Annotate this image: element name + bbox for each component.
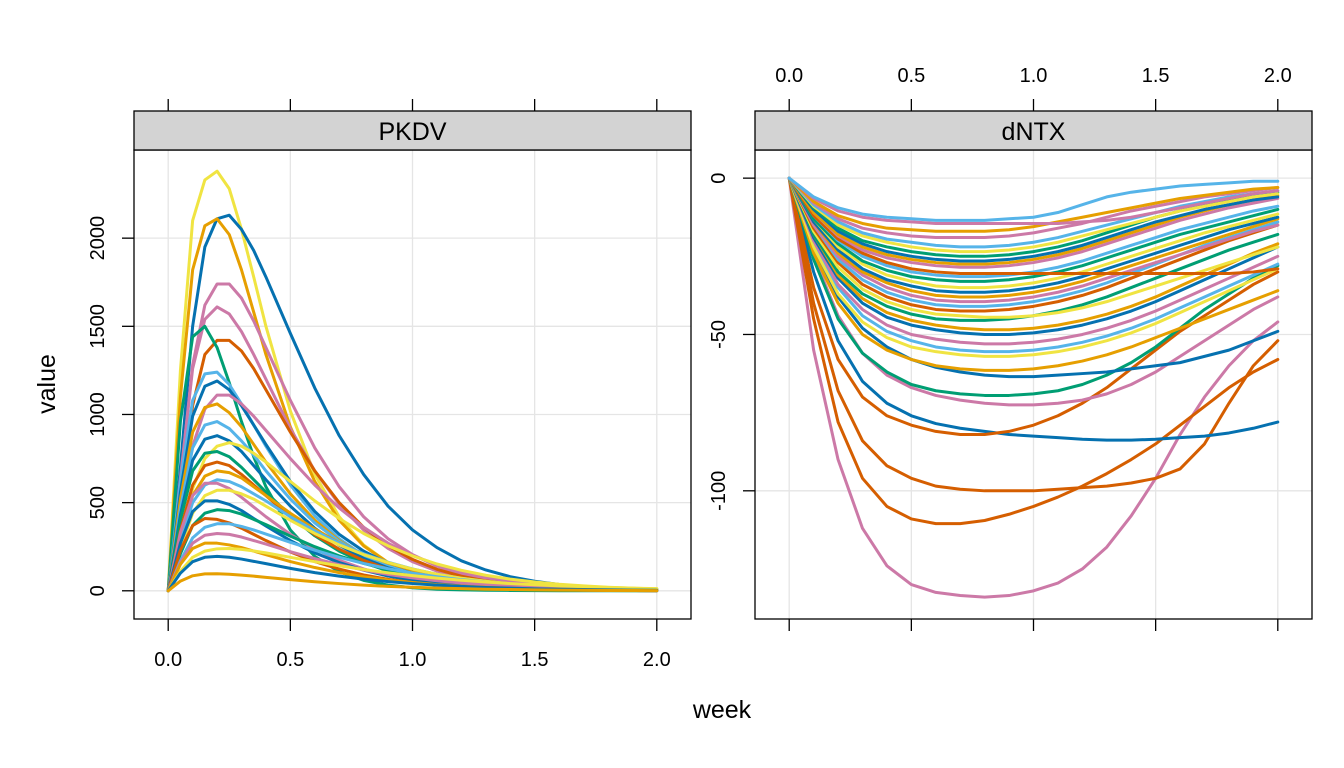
series-line-20	[787, 176, 1280, 299]
series-line-2	[787, 176, 1280, 526]
series-line-23	[787, 176, 1280, 283]
series-line-27	[787, 176, 1280, 266]
series-line-31	[787, 176, 1280, 249]
y-axis-title: value	[33, 354, 61, 414]
x-tick-label: 0.0	[775, 65, 803, 87]
series-line-17	[787, 176, 1280, 313]
x-axis: 0.0 0.5 1.0 1.5 2.0	[775, 65, 1292, 631]
strip-label: dNTX	[1002, 118, 1066, 146]
series-line-1	[787, 176, 1280, 599]
y-tick-label: 0	[87, 585, 109, 596]
series-group	[166, 169, 659, 593]
x-axis: 0.0 0.5 1.0 1.5 2.0	[154, 99, 671, 671]
x-tick-label: 0.5	[897, 65, 925, 87]
series-line-7	[787, 176, 1280, 397]
y-tick-label: 500	[87, 486, 109, 519]
panel-pkdv: PKDV 0 500 1000 1500 2000 0.0 0.5 1.0 1.5 2.0	[87, 99, 692, 671]
series-line-8	[787, 176, 1280, 379]
strip-pkdv	[133, 110, 692, 151]
x-tick-label: 1.5	[1142, 65, 1170, 87]
x-tick-label: 0.5	[276, 649, 304, 671]
panel-dntx: dNTX 0 -50 -100 0.0 0.5 1.0 1.5 2.0	[708, 65, 1313, 631]
series-line-22	[787, 176, 1280, 290]
series-line-14	[787, 176, 1280, 332]
series-line-35	[787, 176, 1280, 222]
x-tick-label: 2.0	[1264, 65, 1292, 87]
series-line-28	[787, 176, 1280, 263]
series-line-14	[166, 441, 659, 593]
series-line-30	[787, 176, 1280, 254]
strip-label: PKDV	[378, 118, 446, 146]
x-tick-label: 1.0	[1020, 65, 1048, 87]
y-tick-label: -50	[708, 320, 730, 349]
series-line-24	[787, 176, 1280, 279]
series-line-29	[166, 572, 659, 593]
y-axis: 0 -50 -100	[708, 173, 755, 511]
y-tick-label: 1000	[87, 392, 109, 437]
series-line-26	[787, 176, 1280, 269]
series-line-21	[787, 176, 1280, 294]
series-line-19	[787, 176, 1280, 304]
y-tick-label: -100	[708, 471, 730, 511]
y-tick-label: 2000	[87, 216, 109, 261]
series-line-13	[787, 176, 1280, 336]
series-line-4	[787, 176, 1280, 442]
x-tick-label: 1.0	[399, 649, 427, 671]
series-line-11	[787, 176, 1280, 354]
series-line-10	[787, 176, 1280, 358]
y-tick-label: 0	[708, 173, 730, 184]
y-tick-label: 1500	[87, 304, 109, 349]
strip-dntx	[754, 110, 1313, 151]
x-tick-label: 0.0	[154, 649, 182, 671]
series-group	[787, 176, 1280, 599]
series-line-25	[787, 176, 1280, 275]
series-line-9	[787, 176, 1280, 372]
series-line-32	[787, 176, 1280, 240]
series-line-33	[787, 176, 1280, 233]
x-tick-label: 2.0	[643, 649, 671, 671]
series-line-34	[787, 176, 1280, 225]
series-line-3	[787, 176, 1280, 493]
series-line-12	[787, 176, 1280, 346]
x-axis-title: week	[692, 696, 752, 724]
x-tick-label: 1.5	[521, 649, 549, 671]
y-axis: 0 500 1000 1500 2000	[87, 216, 134, 596]
series-line-27	[166, 546, 659, 593]
